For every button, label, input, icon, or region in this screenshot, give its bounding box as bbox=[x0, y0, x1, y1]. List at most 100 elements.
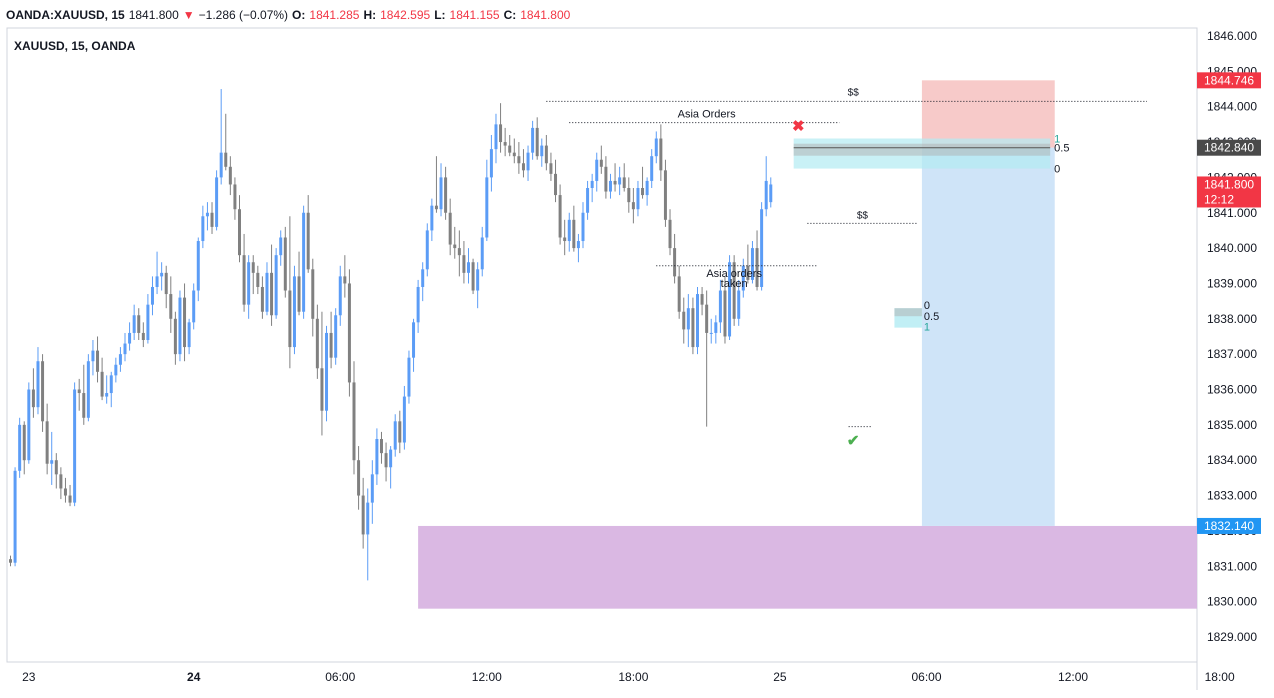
candle-body bbox=[329, 332, 333, 358]
candle-body bbox=[590, 180, 594, 189]
candle-body bbox=[544, 145, 548, 164]
low-label: L: bbox=[434, 8, 446, 22]
candle-body bbox=[22, 424, 26, 461]
candle-body bbox=[613, 180, 617, 185]
candle-body bbox=[521, 163, 525, 171]
candle-body bbox=[595, 159, 599, 181]
candle-body bbox=[73, 389, 77, 503]
candle-body bbox=[178, 297, 182, 355]
candle-body bbox=[549, 163, 553, 174]
price-label: 1842.840 bbox=[1204, 141, 1254, 155]
candle-body bbox=[535, 127, 539, 157]
candle-body bbox=[508, 145, 512, 153]
candle-body bbox=[572, 219, 576, 249]
x-tick-label: 12:00 bbox=[472, 670, 502, 684]
y-tick-label: 1837.000 bbox=[1207, 347, 1257, 361]
y-tick-label: 1844.000 bbox=[1207, 100, 1257, 114]
x-tick-label: 06:00 bbox=[911, 670, 941, 684]
candle-body bbox=[709, 332, 713, 334]
candle-body bbox=[769, 184, 773, 203]
candle-body bbox=[471, 262, 475, 291]
price-label-bg bbox=[1197, 517, 1261, 534]
high-value: 1842.595 bbox=[380, 8, 431, 22]
candle-body bbox=[150, 286, 154, 305]
candle-body bbox=[384, 453, 388, 468]
candle-body bbox=[242, 255, 246, 305]
candle-body bbox=[118, 354, 122, 365]
candle-body bbox=[192, 290, 196, 323]
candle-body bbox=[416, 286, 420, 323]
candle-body bbox=[302, 212, 306, 312]
x-tick-label: 18:00 bbox=[618, 670, 648, 684]
price-label-bg bbox=[1197, 191, 1261, 208]
pane-title: XAUUSD, 15, OANDA bbox=[14, 39, 136, 53]
candle-body bbox=[205, 212, 209, 217]
x-tick-label: 12:00 bbox=[1058, 670, 1088, 684]
y-tick-label: 1838.000 bbox=[1207, 312, 1257, 326]
dollars-top-label: $$ bbox=[848, 87, 860, 98]
candle-body bbox=[338, 276, 342, 316]
check-icon: ✔ bbox=[847, 433, 860, 450]
candle-body bbox=[201, 216, 205, 242]
candle-body bbox=[292, 276, 296, 348]
candle-body bbox=[320, 368, 324, 411]
candle-body bbox=[132, 315, 136, 333]
fib-top-05-label: 0.5 bbox=[1054, 143, 1069, 155]
candle-body bbox=[54, 460, 58, 475]
candle-body bbox=[36, 361, 40, 408]
price-label: 1832.140 bbox=[1204, 519, 1254, 533]
y-tick-label: 1839.000 bbox=[1207, 276, 1257, 290]
position-stop-zone bbox=[921, 80, 1055, 148]
candle-body bbox=[288, 290, 292, 348]
y-tick-label: 1841.000 bbox=[1207, 206, 1257, 220]
candle-body bbox=[627, 188, 631, 203]
price-label: 12:12 bbox=[1204, 192, 1234, 206]
candle-body bbox=[668, 219, 672, 249]
candle-body bbox=[398, 421, 402, 443]
candle-body bbox=[260, 286, 264, 312]
symbol-name[interactable]: OANDA:XAUUSD, 15 bbox=[6, 8, 125, 22]
candle-body bbox=[618, 177, 622, 185]
cross-icon: ✖ bbox=[792, 118, 805, 135]
candle-body bbox=[77, 389, 81, 394]
candle-body bbox=[91, 350, 95, 362]
price-label: 1844.746 bbox=[1204, 73, 1254, 87]
candle-body bbox=[407, 357, 411, 397]
candle-body bbox=[187, 322, 191, 348]
candle-body bbox=[402, 396, 406, 443]
x-tick-label: 18:00 bbox=[1205, 670, 1235, 684]
candle-body bbox=[750, 248, 754, 280]
candle-body bbox=[485, 177, 489, 238]
candle-body bbox=[160, 272, 164, 277]
candle-body bbox=[315, 318, 319, 369]
candle-body bbox=[375, 438, 379, 475]
candle-body bbox=[45, 421, 49, 464]
candle-body bbox=[434, 205, 438, 210]
candle-body bbox=[100, 371, 104, 397]
y-tick-label: 1833.000 bbox=[1207, 489, 1257, 503]
candle-body bbox=[686, 308, 690, 330]
candle-body bbox=[755, 248, 759, 287]
y-tick-label: 1836.000 bbox=[1207, 383, 1257, 397]
candle-body bbox=[389, 449, 393, 468]
candle-body bbox=[393, 421, 397, 450]
price-change: −1.286 (−0.07%) bbox=[198, 8, 289, 22]
candle-body bbox=[105, 393, 109, 397]
candle-body bbox=[219, 152, 223, 178]
candle-body bbox=[274, 255, 278, 316]
fib-bottom-1-label: 1 bbox=[924, 322, 930, 334]
candle-body bbox=[31, 389, 35, 408]
candle-body bbox=[196, 241, 200, 291]
candle-body bbox=[366, 502, 370, 535]
candle-body bbox=[215, 177, 219, 227]
candle-body bbox=[425, 230, 429, 270]
y-tick-label: 1834.000 bbox=[1207, 453, 1257, 467]
candle-body bbox=[462, 255, 466, 273]
candle-body bbox=[306, 212, 310, 270]
candle-body bbox=[169, 294, 173, 319]
symbol-header: OANDA:XAUUSD, 15 1841.800 ▼ −1.286 (−0.0… bbox=[6, 6, 570, 24]
y-tick-label: 1829.000 bbox=[1207, 630, 1257, 644]
candle-body bbox=[512, 152, 516, 157]
fib-bottom-05-label: 0.5 bbox=[924, 311, 939, 323]
